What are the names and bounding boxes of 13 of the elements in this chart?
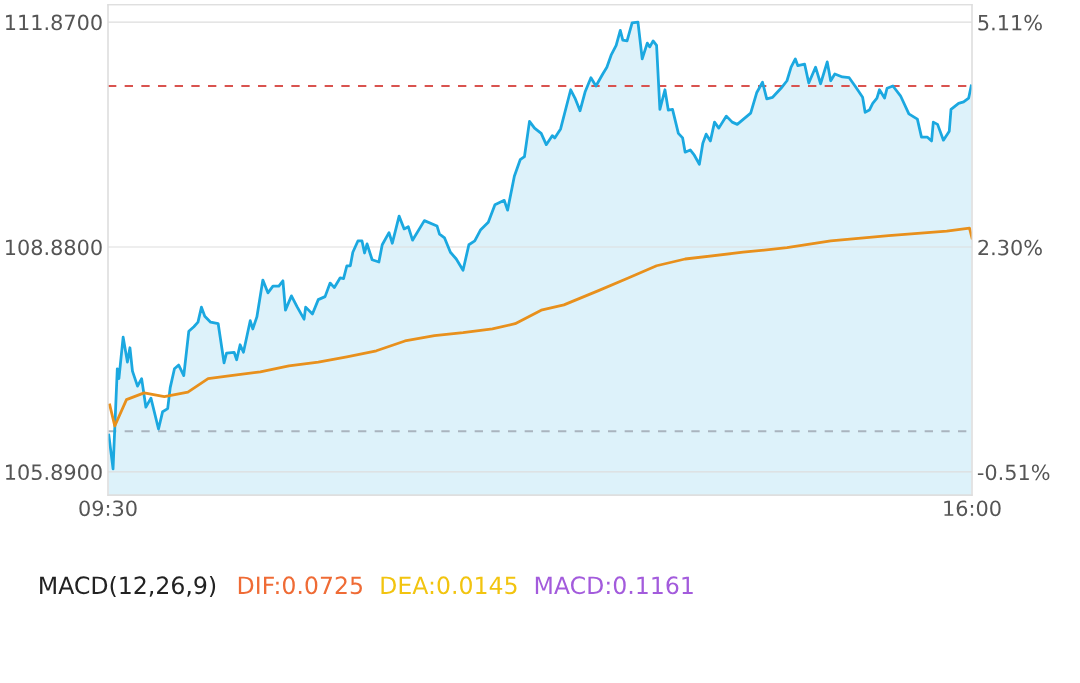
text: MACD(12,26,9)	[40, 575, 216, 598]
y-tick-label: 105.8900	[6, 464, 102, 481]
y-tick-label: 108.8800	[6, 239, 102, 256]
y-tick-label: 111.8700	[6, 14, 102, 31]
text: DEA:0.0145	[381, 576, 517, 595]
y2-tick-label: 5.11%	[978, 14, 1042, 31]
y2-tick-label: 2.30%	[978, 239, 1042, 256]
x-tick-label: 16:00	[944, 500, 1001, 517]
line-series	[108, 226, 972, 428]
text: DIF:0.0725	[238, 576, 362, 595]
y2-tick-label: -0.51%	[977, 464, 1050, 481]
x-tick-label: 09:30	[79, 500, 137, 517]
text: MACD:0.1161	[535, 576, 693, 595]
